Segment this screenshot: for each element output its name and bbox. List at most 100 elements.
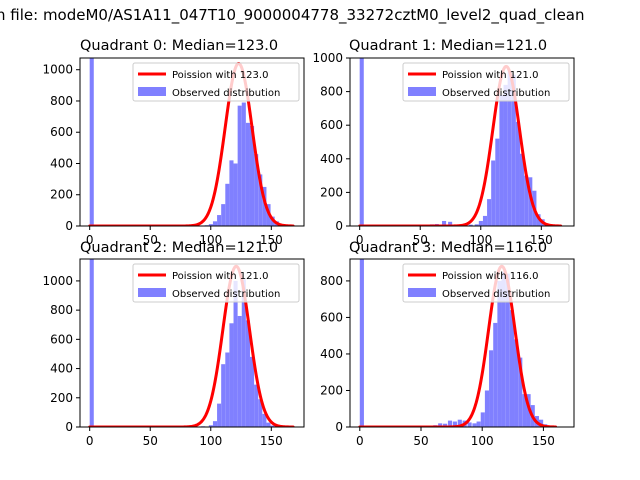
legend-label-observed: Observed distribution: [442, 88, 550, 99]
y-tick-label: 800: [320, 85, 343, 99]
histogram-bar: [474, 224, 479, 226]
x-tick-label: 150: [530, 233, 553, 247]
histogram-bar: [522, 394, 527, 427]
legend-box: [402, 62, 570, 102]
histogram-bar: [519, 153, 525, 226]
subplot-title: Quadrant 0: Median=123.0: [80, 38, 278, 54]
histogram-bar: [212, 221, 218, 226]
legend-label-observed: Observed distribution: [172, 289, 280, 300]
y-tick-label: 600: [320, 118, 343, 132]
axes-frame: [349, 57, 575, 227]
figure-suptitle: n file: modeM0/AS1A11_047T10_9000004778_…: [0, 6, 585, 25]
histogram-bar: [478, 220, 483, 226]
histogram-bar: [505, 273, 510, 427]
histogram-bar: [482, 215, 488, 226]
x-tick-label: 0: [356, 434, 364, 448]
legend-label-observed: Observed distribution: [442, 289, 550, 300]
histogram-bar: [225, 183, 230, 226]
x-tick-label: 50: [413, 434, 428, 448]
histogram-bar: [270, 425, 275, 427]
subplot-quadrant-0: Quadrant 0: Median=123.0 0 50 100 150 0 200 40…: [42, 38, 305, 247]
histogram-bar: [229, 323, 234, 427]
y-tick-label: 600: [50, 125, 73, 139]
histogram-bar: [442, 220, 447, 226]
axes-frame: [79, 57, 305, 227]
histogram-bar: [245, 320, 250, 427]
histogram-bar: [503, 84, 508, 226]
histogram-bar: [515, 121, 520, 226]
x-tick-label: 50: [143, 233, 158, 247]
histogram-bar: [497, 280, 502, 427]
y-tick-label: 1000: [312, 51, 343, 65]
x-tick-label: 100: [199, 434, 222, 448]
histogram-bar: [245, 122, 250, 226]
histogram-bar: [254, 154, 259, 226]
legend-bar-swatch: [138, 87, 166, 96]
histogram-bar: [221, 364, 226, 427]
y-tick-label: 400: [50, 156, 73, 170]
plot-area: [358, 259, 558, 427]
y-tick-label: 1000: [42, 274, 73, 288]
histogram-bar: [514, 339, 519, 427]
histogram-bar: [233, 163, 238, 226]
histogram-bar: [217, 403, 222, 427]
subplot-title: Quadrant 3: Median=116.0: [349, 240, 547, 256]
histogram-bar: [258, 174, 263, 226]
histogram-bar: [217, 215, 222, 226]
x-tick-label: 100: [469, 233, 492, 247]
histogram-bar: [476, 421, 481, 427]
histogram-bar: [501, 271, 506, 427]
subplot-title: Quadrant 2: Median=121.0: [80, 240, 278, 256]
histogram-bar: [447, 420, 453, 427]
x-tick-label: 100: [199, 233, 222, 247]
histogram-bar: [491, 160, 496, 226]
y-tick-label: 0: [335, 420, 343, 434]
legend-bar-swatch: [408, 87, 436, 96]
x-tick-label: 150: [532, 434, 555, 448]
subplot-quadrant-2: Quadrant 2: Median=121.0 0 50 100 150 0 200 40…: [42, 240, 305, 448]
y-tick-label: 0: [65, 219, 73, 233]
histogram-bar: [225, 352, 230, 427]
histogram-bar: [480, 412, 485, 427]
legend-label-poisson: Poission with 123.0: [172, 70, 268, 81]
histogram-bar: [443, 423, 448, 427]
legend-box: [402, 263, 570, 303]
y-tick-label: 600: [320, 310, 343, 324]
histogram-bar: [499, 94, 504, 226]
histogram-bar: [249, 125, 255, 226]
x-tick-label: 150: [260, 434, 283, 448]
histogram-bar: [452, 421, 457, 427]
legend: Poission with 116.0 Observed distribution: [402, 263, 570, 303]
histogram-bar: [208, 425, 213, 427]
y-tick-label: 200: [50, 188, 73, 202]
y-tick-label: 400: [320, 152, 343, 166]
legend: Poission with 121.0 Observed distribution: [132, 263, 300, 303]
subplot-title: Quadrant 1: Median=121.0: [349, 38, 547, 54]
histogram-bar: [254, 384, 259, 427]
plot-area: [88, 58, 295, 226]
histogram-bar: [359, 259, 364, 427]
y-tick-label: 0: [335, 219, 343, 233]
legend-label-observed: Observed distribution: [172, 88, 280, 99]
histogram-bar: [241, 102, 246, 226]
histogram-bar: [524, 175, 529, 226]
histogram-bar: [212, 421, 218, 427]
plot-area: [88, 259, 295, 427]
y-tick-label: 200: [320, 185, 343, 199]
histogram-bar: [221, 204, 226, 226]
histogram-bar: [448, 221, 453, 226]
x-tick-label: 0: [86, 434, 94, 448]
histogram-bar: [467, 422, 472, 427]
legend-box: [132, 62, 300, 102]
histogram-bar: [208, 224, 213, 226]
y-tick-label: 200: [50, 391, 73, 405]
histogram-bar: [241, 279, 246, 427]
y-tick-label: 800: [50, 94, 73, 108]
histogram-bar: [359, 58, 364, 226]
x-tick-label: 0: [86, 233, 94, 247]
x-tick-label: 0: [356, 233, 364, 247]
axes-frame: [349, 258, 575, 428]
y-tick-label: 400: [50, 362, 73, 376]
subplot-quadrant-1: Quadrant 1: Median=121.0 0 50 100 150 0 200 40…: [312, 38, 575, 247]
